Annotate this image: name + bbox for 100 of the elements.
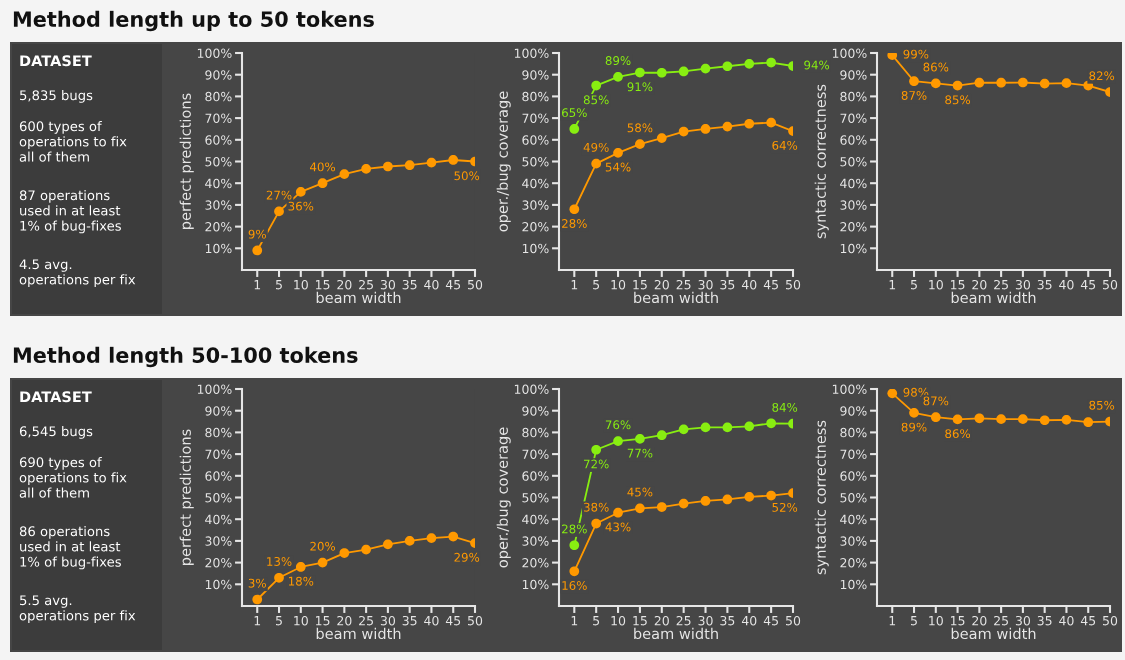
x-tick-label: 5 <box>593 280 600 290</box>
text: 6,545 bugs <box>19 426 93 439</box>
y-tick-label: 20% <box>522 222 549 232</box>
text: 5,835 bugs <box>20 90 93 103</box>
data-label: 98% <box>903 387 929 397</box>
x-tick-label: 50 <box>468 615 483 626</box>
x-tick-label: 15 <box>633 616 647 626</box>
y-tick-label: 40% <box>522 178 549 189</box>
x-tick-label: 45 <box>445 616 461 626</box>
y-axis-title: perfect predictions <box>179 93 194 229</box>
data-label: 58% <box>627 123 653 133</box>
y-tick-label: 50% <box>205 492 232 503</box>
y-tick-label: 30% <box>840 200 867 210</box>
y-tick-label: 70% <box>205 113 232 124</box>
x-tick-label: 1 <box>889 280 896 290</box>
data-label: 9% <box>248 229 266 239</box>
data-label: 28% <box>562 219 587 228</box>
text: DATASET <box>20 391 92 403</box>
data-label: 85% <box>583 95 609 105</box>
y-tick-label: 20% <box>840 222 867 232</box>
data-label: 72% <box>584 459 609 469</box>
x-tick-label: 40 <box>741 615 757 626</box>
x-tick-label: 35 <box>1037 615 1052 626</box>
y-tick-label: 20% <box>205 222 232 232</box>
y-tick-label: 60% <box>522 135 549 145</box>
data-label: 43% <box>605 522 631 532</box>
y-tick-label: 80% <box>840 91 867 102</box>
y-tick-label: 100% <box>197 48 232 58</box>
x-tick-label: 1 <box>254 616 261 626</box>
y-tick-label: 70% <box>205 449 232 460</box>
x-tick-label: 50 <box>1103 615 1118 626</box>
y-tick-label: 40% <box>840 514 867 525</box>
y-tick-label: 30% <box>522 536 549 546</box>
x-tick-label: 35 <box>720 279 735 290</box>
x-axis-title: beam width <box>951 291 1036 304</box>
y-tick-label: 40% <box>205 178 232 189</box>
data-label: 20% <box>310 541 336 551</box>
data-label: 18% <box>288 576 314 586</box>
data-label: 13% <box>267 557 292 566</box>
x-tick-label: 45 <box>763 280 778 290</box>
data-label: 49% <box>583 142 609 152</box>
text: 690 types of operations to fix all of them <box>19 457 127 498</box>
y-tick-label: 10% <box>205 243 232 254</box>
data-label: 64% <box>772 140 798 150</box>
x-tick-label: 30 <box>1015 279 1031 290</box>
x-tick-label: 1 <box>254 280 261 290</box>
x-tick-label: 40 <box>1059 279 1074 290</box>
y-tick-label: 50% <box>840 492 867 503</box>
x-tick-label: 1 <box>571 616 578 626</box>
x-tick-label: 25 <box>359 615 373 626</box>
y-tick-label: 100% <box>197 384 232 394</box>
y-tick-label: 100% <box>832 48 867 58</box>
text: DATASET <box>20 55 92 67</box>
y-tick-label: 100% <box>832 384 867 394</box>
y-tick-label: 80% <box>205 91 232 102</box>
x-tick-label: 15 <box>950 280 965 290</box>
x-tick-label: 25 <box>359 279 373 290</box>
data-label: 16% <box>562 581 587 590</box>
text: 600 types of operations to fix all of them <box>19 121 127 162</box>
x-axis-title: beam width <box>634 291 718 304</box>
x-tick-label: 5 <box>593 616 600 626</box>
y-tick-label: 70% <box>840 113 867 124</box>
y-tick-label: 50% <box>522 156 549 167</box>
x-tick-label: 40 <box>741 279 757 290</box>
x-tick-label: 20 <box>972 279 987 290</box>
y-tick-label: 90% <box>205 406 232 416</box>
x-tick-label: 10 <box>294 615 308 626</box>
y-tick-label: 60% <box>522 471 549 481</box>
x-tick-label: 45 <box>1080 280 1096 290</box>
y-tick-label: 90% <box>840 70 867 80</box>
text: Method length up to 50 tokens <box>13 10 374 32</box>
text: 4.5 avg. operations per fix <box>19 259 136 288</box>
y-tick-label: 100% <box>514 384 549 394</box>
y-axis-title: oper./bug coverage <box>496 91 511 232</box>
y-tick-label: 10% <box>205 579 232 590</box>
x-axis-title: beam width <box>316 291 401 304</box>
y-axis-title: syntactic correctness <box>814 420 829 575</box>
y-tick-label: 10% <box>840 243 867 254</box>
y-tick-label: 20% <box>840 558 867 568</box>
y-axis-title: perfect predictions <box>179 429 194 565</box>
y-tick-label: 20% <box>522 558 549 568</box>
x-tick-label: 50 <box>468 279 483 290</box>
x-tick-label: 1 <box>571 280 578 290</box>
x-tick-label: 5 <box>911 280 917 290</box>
y-tick-label: 60% <box>840 135 867 145</box>
y-tick-label: 10% <box>522 243 549 254</box>
x-tick-label: 15 <box>950 616 965 626</box>
x-tick-label: 35 <box>720 615 735 626</box>
data-label: 77% <box>627 448 653 458</box>
x-tick-label: 20 <box>337 615 352 626</box>
y-tick-label: 30% <box>205 200 232 210</box>
x-tick-label: 30 <box>380 615 396 626</box>
data-label: 86% <box>945 429 971 439</box>
x-tick-label: 50 <box>786 615 801 626</box>
x-tick-label: 40 <box>424 279 439 290</box>
data-label: 86% <box>923 62 949 72</box>
data-label: 36% <box>288 201 314 211</box>
x-tick-label: 1 <box>889 616 896 626</box>
x-tick-label: 5 <box>911 616 917 626</box>
x-tick-label: 50 <box>1103 279 1118 290</box>
